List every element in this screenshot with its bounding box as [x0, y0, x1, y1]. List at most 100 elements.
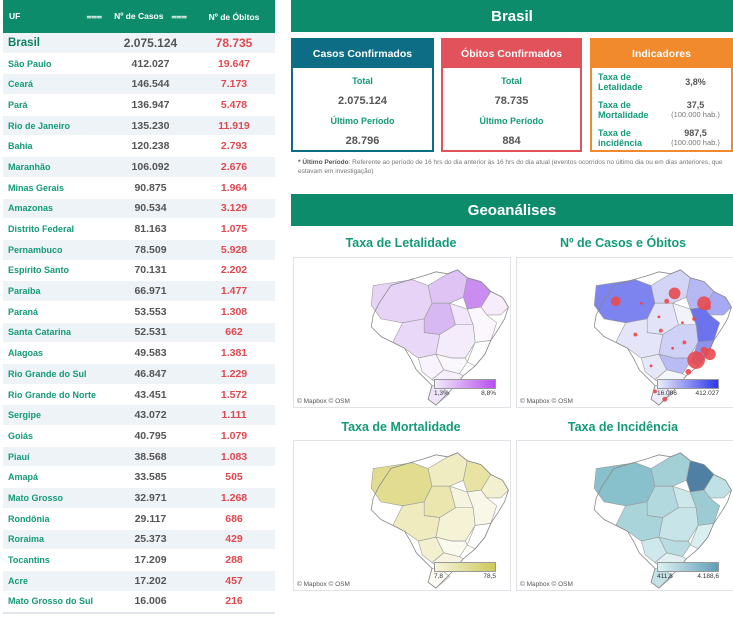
- row-deaths: 5.928: [220, 243, 248, 256]
- header-deaths[interactable]: Nº de Óbitos: [208, 11, 260, 22]
- table-row[interactable]: Tocantins 17.209 288: [3, 550, 275, 571]
- state-region[interactable]: [427, 269, 468, 304]
- filter-icon[interactable]: ⩶: [86, 11, 102, 21]
- table-row[interactable]: Acre 17.202 457: [3, 570, 275, 592]
- map-mortality[interactable]: © Mapbox © OSM 7,8 78,5: [293, 440, 511, 591]
- table-row[interactable]: Amapá 33.585 505: [3, 467, 275, 489]
- deaths-bubble[interactable]: [685, 368, 692, 375]
- map-layer[interactable]: [370, 269, 509, 406]
- row-deaths: 2.793: [220, 140, 248, 153]
- table-row[interactable]: Paraíba 66.971 1.477: [3, 281, 275, 302]
- deaths-bubble[interactable]: [639, 301, 643, 305]
- row-uf: Alagoas: [8, 348, 44, 359]
- deaths-bubble[interactable]: [681, 321, 684, 325]
- row-deaths: 78.735: [215, 35, 253, 50]
- table-row[interactable]: São Paulo 412.027 19.647: [3, 53, 275, 75]
- table-row[interactable]: Minas Gerais 90.875 1.964: [3, 177, 275, 199]
- deaths-bubble[interactable]: [658, 328, 663, 333]
- confirmed-cases-card: Casos Confirmados Total 2.075.124 Último…: [291, 38, 434, 152]
- row-cases: 146.544: [131, 78, 170, 91]
- deaths-bubble[interactable]: [704, 304, 711, 311]
- map-cases-deaths[interactable]: © Mapbox © OSM 16.006 412.027: [516, 257, 733, 408]
- deaths-bubble[interactable]: [682, 340, 687, 345]
- table-row[interactable]: Rio Grande do Sul 46.847 1.229: [3, 364, 275, 385]
- table-row[interactable]: Piauí 38.568 1.083: [3, 446, 275, 468]
- deaths-bubble[interactable]: [649, 364, 653, 368]
- deaths-bubble[interactable]: [671, 346, 675, 350]
- filter-icon[interactable]: ⩶: [171, 11, 187, 21]
- map-layer[interactable]: [593, 452, 732, 589]
- deaths-bubble[interactable]: [704, 348, 716, 361]
- state-region[interactable]: [650, 452, 691, 487]
- table-row[interactable]: Paraná 53.553 1.308: [3, 301, 275, 323]
- map-credit[interactable]: © Mapbox © OSM: [297, 398, 350, 405]
- deaths-bubble[interactable]: [692, 316, 697, 321]
- state-region[interactable]: [427, 452, 468, 487]
- table-row[interactable]: Mato Grosso 32.971 1.268: [3, 488, 275, 509]
- row-deaths: 457: [225, 574, 243, 587]
- deaths-bubble[interactable]: [687, 351, 705, 369]
- row-cases: 33.585: [134, 471, 167, 484]
- row-cases: 17.209: [134, 554, 167, 567]
- map-incidence[interactable]: © Mapbox © OSM 411,8 4.188,6: [516, 440, 733, 591]
- legend-max: 4.188,6: [697, 573, 719, 580]
- table-row[interactable]: Rondônia 29.117 686: [3, 508, 275, 530]
- table-row[interactable]: Roraima 25.373 429: [3, 529, 275, 551]
- row-uf: Ceará: [8, 79, 34, 90]
- row-deaths: 1.229: [220, 367, 248, 380]
- footnote-term: * Último Período: [298, 159, 349, 166]
- indicator-unit: (100.000 hab.): [671, 110, 720, 119]
- table-row[interactable]: Santa Catarina 52.531 662: [3, 322, 275, 344]
- map-credit[interactable]: © Mapbox © OSM: [520, 581, 573, 588]
- table-row[interactable]: Maranhão 106.092 2.676: [3, 157, 275, 178]
- row-uf: Piauí: [8, 451, 30, 462]
- map-credit[interactable]: © Mapbox © OSM: [297, 581, 350, 588]
- table-row[interactable]: Rio Grande do Norte 43.451 1.572: [3, 384, 275, 406]
- deaths-bubble[interactable]: [653, 389, 657, 394]
- country-outline: [370, 452, 509, 589]
- map-credit[interactable]: © Mapbox © OSM: [520, 398, 573, 405]
- row-deaths: 1.477: [220, 285, 248, 298]
- brazil-map[interactable]: [294, 258, 512, 409]
- row-cases: 90.534: [134, 202, 167, 215]
- table-row[interactable]: Sergipe 43.072 1.111: [3, 405, 275, 427]
- period-footnote: * Último Período: Referente ao período d…: [298, 158, 728, 176]
- card-title: Casos Confirmados: [293, 40, 432, 68]
- table-row[interactable]: Rio de Janeiro 135.230 11.919: [3, 115, 275, 137]
- row-cases: 2.075.124: [123, 35, 178, 50]
- row-cases: 135.230: [131, 119, 170, 132]
- map-lethality[interactable]: © Mapbox © OSM 1,3% 8,8%: [293, 257, 511, 408]
- header-uf[interactable]: UF: [9, 11, 21, 21]
- row-deaths: 1.075: [220, 223, 248, 236]
- deaths-bubble[interactable]: [664, 298, 670, 304]
- brazil-map[interactable]: [517, 441, 733, 592]
- deaths-bubble[interactable]: [668, 287, 681, 300]
- table-row[interactable]: Amazonas 90.534 3.129: [3, 198, 275, 220]
- indicator-value: 987,5: [684, 128, 707, 138]
- table-row[interactable]: Pará 136.947 5.478: [3, 95, 275, 116]
- table-row[interactable]: Ceará 146.544 7.173: [3, 74, 275, 96]
- row-deaths: 216: [225, 595, 243, 608]
- deaths-bubble[interactable]: [662, 396, 668, 402]
- table-row[interactable]: Alagoas 49.583 1.381: [3, 343, 275, 364]
- deaths-bubble[interactable]: [633, 332, 638, 337]
- table-row[interactable]: Bahia 120.238 2.793: [3, 136, 275, 158]
- row-uf: Paraná: [8, 306, 39, 317]
- deaths-bubble[interactable]: [610, 296, 621, 307]
- state-region[interactable]: [650, 269, 691, 304]
- header-cases[interactable]: Nº de Casos: [114, 11, 164, 21]
- table-row[interactable]: Espírito Santo 70.131 2.202: [3, 260, 275, 282]
- table-row[interactable]: Mato Grosso do Sul 16.006 216: [3, 591, 275, 613]
- table-row-total[interactable]: Brasil 2.075.124 78.735: [3, 33, 275, 54]
- row-uf: Mato Grosso do Sul: [8, 596, 94, 607]
- row-cases: 32.971: [134, 491, 167, 504]
- indicator-lethality: Taxa de Letalidade 3,8%: [592, 68, 731, 96]
- map-layer[interactable]: [593, 269, 732, 406]
- row-cases: 90.875: [134, 181, 167, 194]
- brazil-map[interactable]: [517, 258, 733, 409]
- table-row[interactable]: Distrito Federal 81.163 1.075: [3, 219, 275, 240]
- table-row[interactable]: Goiás 40.795 1.079: [3, 426, 275, 447]
- row-cases: 16.006: [134, 595, 167, 608]
- table-row[interactable]: Pernambuco 78.509 5.928: [3, 239, 275, 261]
- deaths-bubble[interactable]: [657, 315, 661, 319]
